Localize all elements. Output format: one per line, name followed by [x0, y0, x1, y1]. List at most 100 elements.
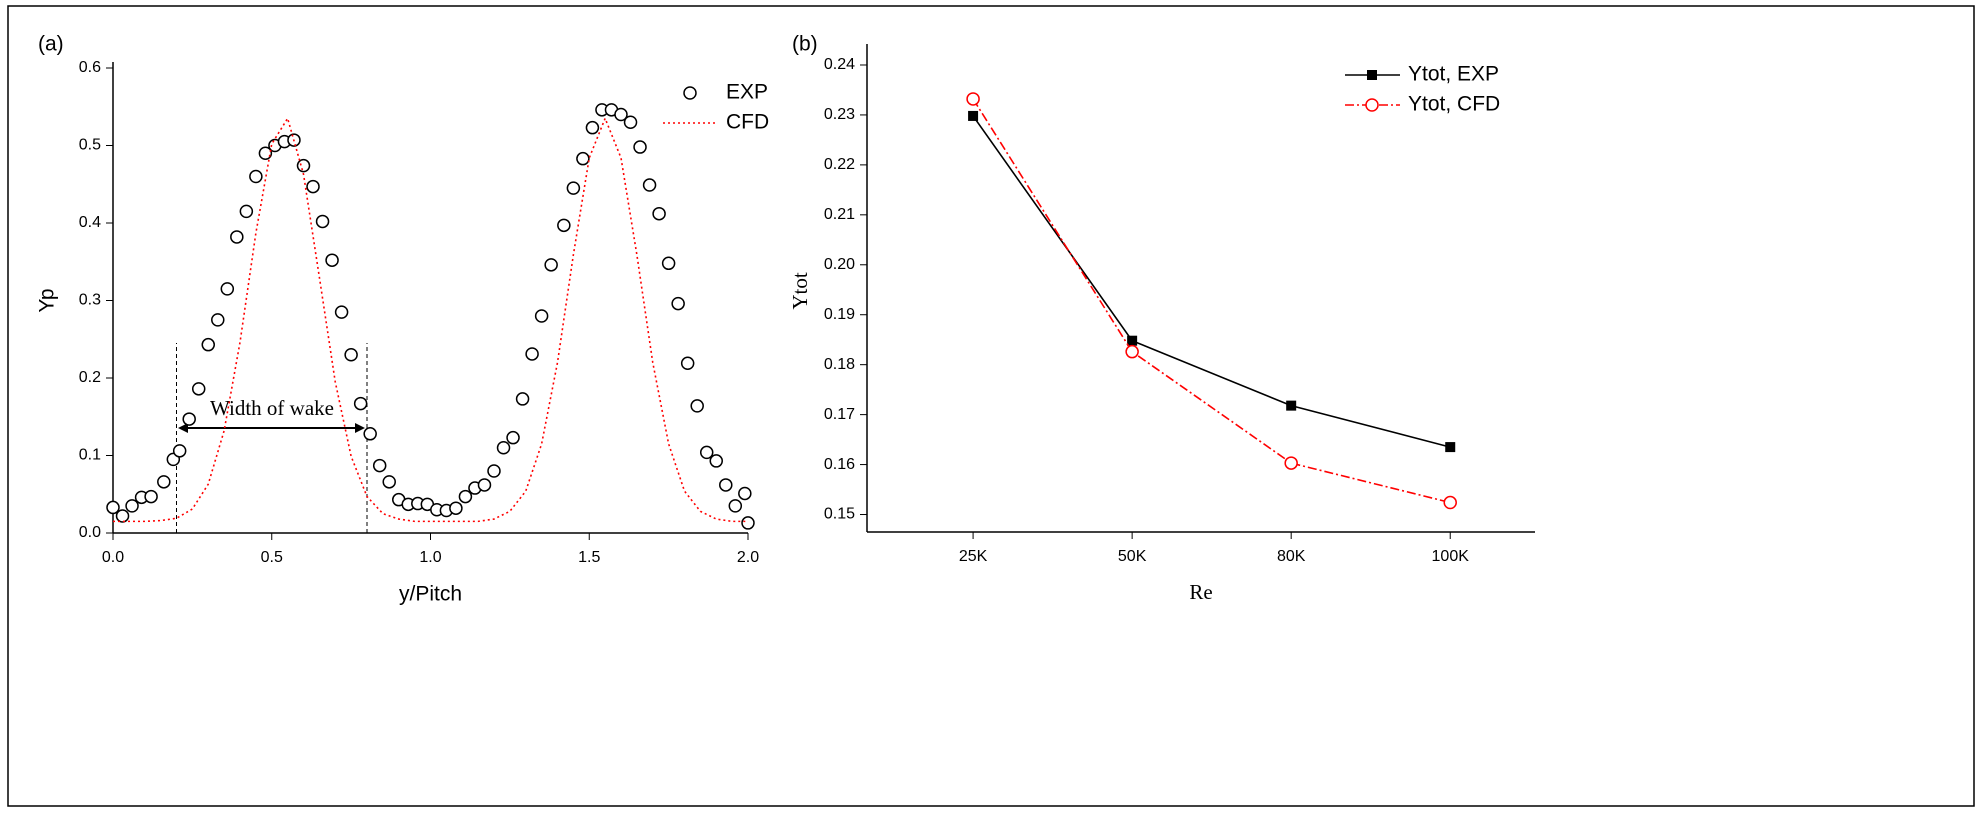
- marker: [477, 478, 492, 492]
- y-tick-label: 0.19: [824, 306, 855, 323]
- y-axis-title: Ytot: [788, 272, 812, 310]
- y-tick-label: 0.24: [824, 56, 855, 73]
- y-tick-label: 0.2: [79, 369, 101, 386]
- marker: [258, 146, 273, 160]
- marker: [680, 356, 695, 371]
- x-tick-label: 1.5: [578, 549, 600, 566]
- marker: [671, 296, 685, 311]
- marker: [642, 178, 657, 192]
- legend-label: CFD: [726, 111, 769, 134]
- y-tick-label: 0.18: [824, 356, 855, 373]
- x-tick-label: 50K: [1118, 548, 1147, 565]
- marker: [239, 204, 254, 219]
- marker: [157, 475, 171, 489]
- marker: [566, 181, 581, 195]
- marker: [230, 230, 244, 244]
- marker: [115, 509, 130, 523]
- y-tick-label: 0.21: [824, 206, 855, 223]
- marker: [699, 445, 714, 460]
- marker: [741, 516, 755, 530]
- y-tick-label: 0.0: [79, 524, 101, 541]
- marker: [585, 120, 600, 135]
- x-tick-label: 0.5: [261, 549, 283, 566]
- marker: [172, 444, 187, 458]
- marker: [144, 489, 158, 504]
- x-tick-label: 2.0: [737, 549, 759, 566]
- marker: [633, 140, 647, 154]
- marker: [506, 430, 520, 445]
- panel-label: (a): [38, 33, 64, 56]
- legend-label: Ytot, CFD: [1408, 93, 1500, 116]
- marker: [220, 282, 235, 296]
- marker: [249, 169, 263, 184]
- marker: [738, 486, 752, 501]
- marker: [325, 253, 339, 267]
- marker: [201, 337, 215, 352]
- series-line: [972, 115, 1451, 448]
- legend-label: EXP: [726, 81, 768, 104]
- marker: [182, 412, 196, 426]
- marker: [344, 348, 358, 362]
- y-tick-label: 0.16: [824, 456, 855, 473]
- marker: [576, 151, 590, 166]
- legend-label: Ytot, EXP: [1408, 63, 1499, 86]
- marker: [1365, 98, 1379, 112]
- marker: [211, 313, 225, 327]
- marker: [557, 218, 571, 233]
- marker: [728, 499, 743, 513]
- x-tick-label: 1.0: [419, 549, 441, 566]
- marker: [334, 305, 349, 319]
- x-tick-label: 80K: [1277, 548, 1306, 565]
- marker: [1445, 442, 1456, 453]
- figure-border: [7, 5, 1975, 807]
- y-tick-label: 0.5: [79, 137, 101, 154]
- marker: [449, 501, 463, 515]
- marker: [1367, 70, 1377, 80]
- y-tick-label: 0.6: [79, 59, 101, 76]
- y-tick-label: 0.20: [824, 256, 855, 273]
- y-tick-label: 0.1: [79, 447, 101, 464]
- y-tick-label: 0.17: [824, 406, 855, 423]
- marker: [106, 500, 120, 515]
- x-tick-label: 0.0: [102, 549, 124, 566]
- marker: [458, 489, 473, 504]
- marker: [525, 347, 539, 361]
- marker: [623, 115, 638, 129]
- marker: [363, 427, 377, 441]
- marker: [652, 206, 666, 221]
- marker: [315, 214, 330, 229]
- marker: [719, 478, 733, 492]
- marker: [1127, 335, 1138, 346]
- x-axis-title: Re: [1189, 580, 1212, 604]
- marker: [1286, 400, 1297, 411]
- marker: [534, 309, 549, 323]
- marker: [306, 179, 320, 194]
- marker: [191, 382, 206, 396]
- series-line: [972, 98, 1451, 504]
- marker: [372, 458, 387, 473]
- marker: [968, 110, 979, 121]
- y-axis-title: Yp: [36, 288, 59, 312]
- marker: [296, 158, 311, 173]
- x-tick-label: 100K: [1432, 548, 1470, 565]
- y-tick-label: 0.22: [824, 156, 855, 173]
- annotation: Width of wake: [210, 396, 334, 420]
- series-line: [113, 116, 748, 523]
- marker: [496, 441, 511, 455]
- marker: [544, 258, 558, 272]
- marker: [709, 454, 723, 468]
- marker: [1443, 495, 1457, 510]
- x-axis-title: y/Pitch: [399, 583, 462, 606]
- marker: [661, 256, 676, 271]
- marker: [683, 86, 697, 100]
- marker: [690, 399, 704, 413]
- marker: [966, 92, 980, 106]
- marker: [125, 499, 139, 513]
- marker: [515, 392, 530, 406]
- marker: [614, 107, 628, 122]
- x-tick-label: 25K: [959, 548, 988, 565]
- marker: [1125, 344, 1139, 359]
- y-tick-label: 0.4: [79, 214, 101, 231]
- y-tick-label: 0.15: [824, 506, 855, 523]
